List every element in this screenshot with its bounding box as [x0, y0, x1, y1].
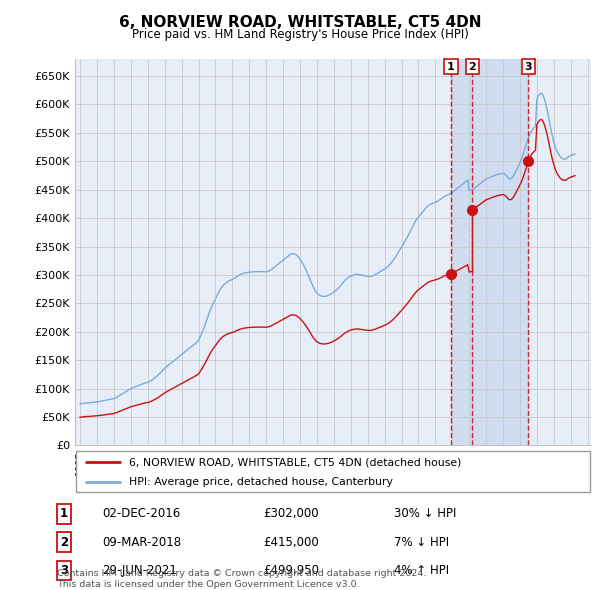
Text: £302,000: £302,000 [263, 507, 319, 520]
Text: £415,000: £415,000 [263, 536, 319, 549]
Text: 6, NORVIEW ROAD, WHITSTABLE, CT5 4DN: 6, NORVIEW ROAD, WHITSTABLE, CT5 4DN [119, 15, 481, 30]
FancyBboxPatch shape [76, 451, 590, 492]
Text: 6, NORVIEW ROAD, WHITSTABLE, CT5 4DN (detached house): 6, NORVIEW ROAD, WHITSTABLE, CT5 4DN (de… [129, 457, 461, 467]
Text: Contains HM Land Registry data © Crown copyright and database right 2024.
This d: Contains HM Land Registry data © Crown c… [57, 569, 427, 589]
Text: 29-JUN-2021: 29-JUN-2021 [103, 564, 177, 577]
Text: Price paid vs. HM Land Registry's House Price Index (HPI): Price paid vs. HM Land Registry's House … [131, 28, 469, 41]
Text: 2: 2 [60, 536, 68, 549]
Text: 3: 3 [524, 62, 532, 72]
Text: 7% ↓ HPI: 7% ↓ HPI [394, 536, 449, 549]
Text: 2: 2 [469, 62, 476, 72]
Text: 3: 3 [60, 564, 68, 577]
Text: 09-MAR-2018: 09-MAR-2018 [103, 536, 181, 549]
Text: 30% ↓ HPI: 30% ↓ HPI [394, 507, 457, 520]
Text: 4% ↑ HPI: 4% ↑ HPI [394, 564, 449, 577]
Text: HPI: Average price, detached house, Canterbury: HPI: Average price, detached house, Cant… [129, 477, 393, 487]
Bar [451, 59, 528, 445]
Text: 1: 1 [447, 62, 455, 72]
Text: £499,950: £499,950 [263, 564, 319, 577]
Text: 02-DEC-2016: 02-DEC-2016 [103, 507, 181, 520]
Text: 1: 1 [60, 507, 68, 520]
